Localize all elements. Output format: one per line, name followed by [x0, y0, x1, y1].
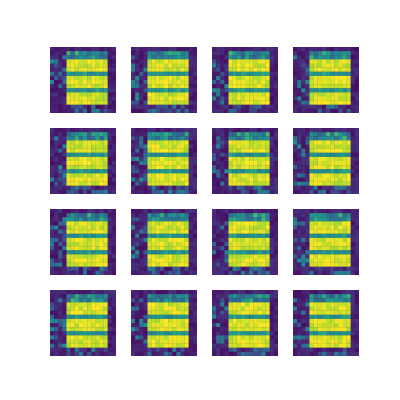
sample-image-pixels [131, 128, 197, 194]
sample-image-5 [50, 128, 116, 194]
sample-image-1 [50, 47, 116, 113]
sample-image-pixels [131, 290, 197, 356]
sample-image-2 [131, 47, 197, 113]
sample-image-8 [293, 128, 359, 194]
sample-image-10 [131, 209, 197, 275]
sample-image-15 [212, 290, 278, 356]
sample-image-pixels [293, 209, 359, 275]
sample-image-pixels [50, 209, 116, 275]
sample-image-pixels [293, 47, 359, 113]
sample-image-pixels [212, 290, 278, 356]
sample-image-3 [212, 47, 278, 113]
sample-image-pixels [50, 290, 116, 356]
sample-image-pixels [212, 47, 278, 113]
sample-image-14 [131, 290, 197, 356]
sample-image-pixels [212, 128, 278, 194]
sample-image-12 [293, 209, 359, 275]
sample-image-13 [50, 290, 116, 356]
sample-image-pixels [50, 128, 116, 194]
sample-image-pixels [293, 128, 359, 194]
sample-image-7 [212, 128, 278, 194]
sample-image-6 [131, 128, 197, 194]
sample-image-9 [50, 209, 116, 275]
sample-image-11 [212, 209, 278, 275]
sample-image-pixels [50, 47, 116, 113]
sample-image-pixels [131, 47, 197, 113]
sample-image-pixels [293, 290, 359, 356]
sample-image-4 [293, 47, 359, 113]
sample-image-pixels [131, 209, 197, 275]
sample-image-16 [293, 290, 359, 356]
sample-image-pixels [212, 209, 278, 275]
